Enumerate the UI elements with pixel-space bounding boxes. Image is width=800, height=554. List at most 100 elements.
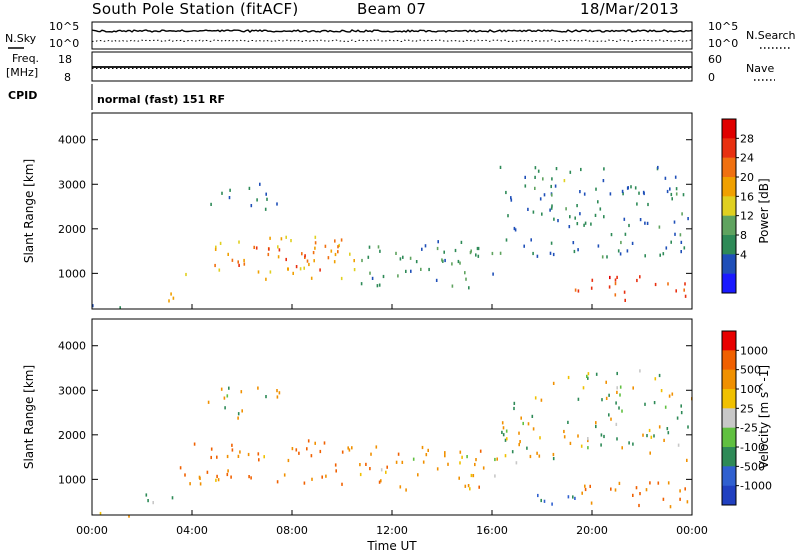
data-cell [623,290,626,294]
data-cell [647,202,649,207]
data-cell [687,425,689,429]
cpid-value: normal (fast) 151 RF [97,93,225,106]
data-cell [334,239,336,243]
freq-strip-traces [92,66,692,69]
data-cell [216,455,218,459]
data-cell [550,206,553,210]
data-cell [506,437,508,441]
data-cell [499,165,502,169]
data-cell [265,395,267,399]
data-cell [603,167,605,171]
data-cell [601,398,603,402]
data-cell [238,240,240,244]
data-cell [465,277,467,281]
data-cell [250,204,253,208]
data-cell [532,427,535,431]
data-cell [264,207,267,211]
data-cell [276,395,279,399]
data-cell [494,474,496,478]
data-cell [606,255,608,259]
data-cell [415,260,418,264]
data-cell [333,260,336,264]
power-colorbar-tick-label: 20 [740,171,754,184]
data-cell [574,216,576,220]
data-cell [522,421,524,426]
data-cell [170,292,172,296]
data-cell [420,267,422,271]
data-cell [219,241,222,245]
data-cell [239,450,241,454]
velocity-colorbar-frame [721,330,737,506]
data-cell [371,276,374,280]
data-cell [442,259,444,263]
data-cell [621,446,623,450]
data-cell [218,268,221,272]
data-cell [461,455,463,459]
data-cell [683,288,685,292]
data-cell [616,390,618,394]
data-cell [459,461,461,465]
data-cell [428,267,430,272]
velocity-colorbar-tick-label: -500 [740,460,765,473]
data-cell [622,192,624,196]
data-cell [237,260,239,264]
data-cell [590,286,593,290]
data-cell [680,250,682,254]
data-cell [441,258,443,262]
data-cell [638,503,640,508]
data-cell [314,235,317,239]
data-cell [552,381,555,385]
data-cell [501,421,504,425]
nsky-label: N.Sky [5,32,37,45]
station-title: South Pole Station (fitACF) [92,0,299,18]
data-cell [276,389,278,393]
data-cell [536,451,538,455]
data-cell [257,270,260,274]
data-cell [513,406,515,411]
nsearch-tick-bottom: 10^0 [708,37,738,50]
data-cell [496,457,498,461]
noise-strip-traces [91,29,693,43]
data-cell [549,251,552,255]
data-cell [642,190,645,194]
data-cell [577,248,579,252]
data-cell [636,278,638,283]
data-cell [291,447,294,451]
data-cell [306,447,308,451]
data-cell [638,191,640,195]
data-cell [608,413,610,417]
data-cell [255,246,258,250]
data-cell [686,500,689,504]
data-cell [247,452,250,457]
data-cell [341,450,344,454]
data-cell [334,463,337,467]
data-cell [671,197,673,201]
data-cell [572,495,574,499]
data-cell [670,192,673,197]
nsearch-trace [91,39,693,43]
data-cell [531,414,534,418]
data-cell [198,475,201,479]
data-cell [240,390,243,394]
data-cell [402,255,404,259]
velocity-panel: 1000 2000 3000 4000 Slant Range [km] [22,318,693,518]
data-cell [568,225,571,229]
data-cell [682,193,685,197]
data-cell [665,246,668,250]
data-cell [658,225,661,229]
data-cell [206,470,209,474]
data-cell [515,461,518,465]
nave-label: Nave [746,62,774,75]
data-cell [608,285,611,289]
data-cell [505,429,508,433]
data-cell [610,417,612,421]
data-cell [632,442,634,446]
data-cell [348,448,351,452]
x-tick-label: 12:00 [376,524,408,537]
data-cell [646,221,649,225]
data-cell [353,268,356,272]
data-cell [523,244,525,248]
power-colorbar-swatch [722,157,736,178]
time-axis-label: Time UT [366,539,417,553]
power-colorbar-swatch [722,119,736,139]
